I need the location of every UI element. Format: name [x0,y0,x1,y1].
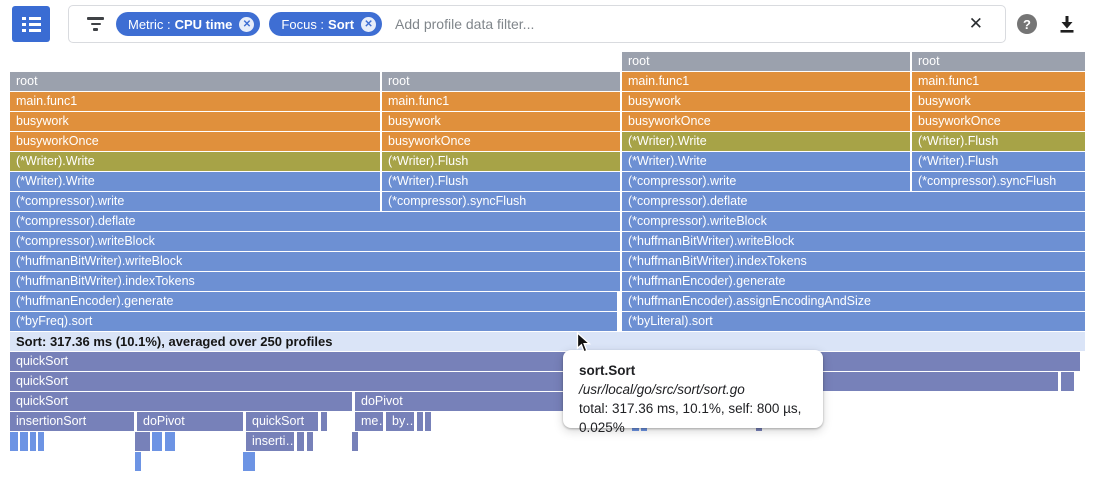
flame-frame[interactable]: (*compressor).deflate [10,212,620,231]
flame-frame[interactable]: (*Writer).Flush [382,152,620,171]
flame-frame[interactable] [425,412,431,431]
flame-frame[interactable]: (*huffmanEncoder).assignEncodingAndSize [622,292,1085,311]
view-list-icon [21,16,41,32]
flame-frame[interactable]: (*huffmanBitWriter).indexTokens [10,272,620,291]
flame-frame-focused[interactable]: Sort: 317.36 ms (10.1%), averaged over 2… [10,332,1085,351]
chip-value: CPU time [174,16,233,32]
flame-frame[interactable] [10,432,18,451]
chip-prefix: Focus : [281,16,325,32]
chip-prefix: Metric : [128,16,171,32]
chart-options-button[interactable] [12,6,50,42]
flame-frame[interactable] [169,432,175,451]
flame-frame[interactable]: main.func1 [912,72,1085,91]
flame-frame[interactable]: root [622,52,910,71]
flame-frame[interactable]: (*Writer).Write [10,172,380,191]
flame-frame[interactable]: (*compressor).syncFlush [382,192,620,211]
flame-frame[interactable] [152,432,162,451]
flame-frame[interactable] [297,432,304,451]
mouse-cursor-icon [576,331,592,359]
flame-frame[interactable]: (*Writer).Flush [912,152,1085,171]
chip-remove-icon[interactable]: ✕ [361,16,377,32]
flame-frame[interactable] [165,432,171,451]
tooltip-stats: total: 317.36 ms, 10.1%, self: 800 µs, 0… [579,401,802,435]
tooltip-source-file: /usr/local/go/src/sort/sort.go [579,382,745,397]
help-icon[interactable]: ? [1017,14,1037,34]
flame-frame[interactable]: root [382,72,620,91]
flame-frame[interactable]: (*compressor).write [10,192,380,211]
flame-frame[interactable]: by… [386,412,414,431]
flame-frame[interactable]: (*Writer).Flush [912,132,1085,151]
flame-frame[interactable]: doPivot [137,412,243,431]
flame-frame[interactable] [20,432,28,451]
chip-value: Sort [328,16,355,32]
flame-frame[interactable] [30,432,36,451]
flame-frame[interactable]: (*compressor).writeBlock [622,212,1085,231]
toolbar: Metric : CPU time ✕ Focus : Sort ✕ Add p… [0,0,1096,48]
profile-filter-input[interactable]: Metric : CPU time ✕ Focus : Sort ✕ Add p… [68,5,1006,43]
flame-frame[interactable]: (*huffmanBitWriter).writeBlock [622,232,1085,251]
flame-frame[interactable]: root [10,72,380,91]
flame-frame[interactable]: main.func1 [10,92,380,111]
filter-placeholder: Add profile data filter... [395,16,535,32]
flame-frame[interactable]: busyworkOnce [382,132,620,151]
flame-frame[interactable]: busyworkOnce [10,132,380,151]
flame-frame[interactable]: me… [355,412,383,431]
flame-frame[interactable] [352,432,358,451]
flame-frame[interactable] [321,412,327,431]
tooltip-function-name: sort.Sort [579,363,636,378]
flame-frame[interactable]: insertionSort [10,412,134,431]
flame-frame[interactable]: quickSort [10,352,1080,371]
filter-chip-metric[interactable]: Metric : CPU time ✕ [116,12,261,36]
flame-frame[interactable]: (*huffmanBitWriter).writeBlock [10,252,620,271]
flame-frame[interactable]: root [912,52,1085,71]
flame-frame[interactable]: (*compressor).writeBlock [10,232,620,251]
flame-frame[interactable]: (*huffmanBitWriter).indexTokens [622,252,1085,271]
download-icon[interactable] [1056,13,1078,35]
flame-frame[interactable]: busyworkOnce [622,112,910,131]
flame-frame[interactable] [243,452,249,471]
flame-frame[interactable]: busywork [912,92,1085,111]
flame-frame[interactable]: quickSort [246,412,318,431]
clear-filters-icon[interactable]: ✕ [968,14,983,33]
flame-frame[interactable] [38,432,44,451]
flame-frame[interactable] [307,432,313,451]
filter-list-icon [87,17,104,31]
flame-frame[interactable]: (*byLiteral).sort [622,312,1085,331]
flame-frame[interactable]: (*compressor).write [622,172,910,191]
flame-frame[interactable]: (*compressor).syncFlush [912,172,1085,191]
flame-frame[interactable]: (*Writer).Write [10,152,380,171]
flame-frame[interactable] [135,432,150,451]
flame-frame[interactable]: inserti… [246,432,294,451]
flame-frame[interactable]: busyworkOnce [912,112,1085,131]
flame-frame[interactable] [249,452,255,471]
flame-frame[interactable] [417,412,423,431]
flame-frame[interactable] [135,452,141,471]
flame-frame[interactable]: (*Writer).Flush [382,172,620,191]
flame-frame[interactable]: (*compressor).deflate [622,192,1085,211]
filter-chip-focus[interactable]: Focus : Sort ✕ [269,12,383,36]
flame-frame[interactable]: busywork [10,112,380,131]
flame-frame[interactable]: (*Writer).Write [622,152,910,171]
flame-frame[interactable]: quickSort [10,392,352,411]
frame-tooltip: sort.Sort /usr/local/go/src/sort/sort.go… [563,350,823,435]
flame-frame[interactable]: main.func1 [382,92,620,111]
flame-frame[interactable]: main.func1 [622,72,910,91]
flame-frame[interactable]: quickSort [10,372,1058,391]
flame-frame[interactable]: busywork [382,112,620,131]
flame-frame[interactable]: (*huffmanEncoder).generate [10,292,617,311]
flame-frame[interactable]: (*Writer).Write [622,132,910,151]
chip-remove-icon[interactable]: ✕ [239,16,255,32]
flame-frame[interactable] [1061,372,1074,391]
flame-frame[interactable]: (*byFreq).sort [10,312,617,331]
flame-frame[interactable]: (*huffmanEncoder).generate [622,272,1085,291]
flame-frame[interactable]: busywork [622,92,910,111]
